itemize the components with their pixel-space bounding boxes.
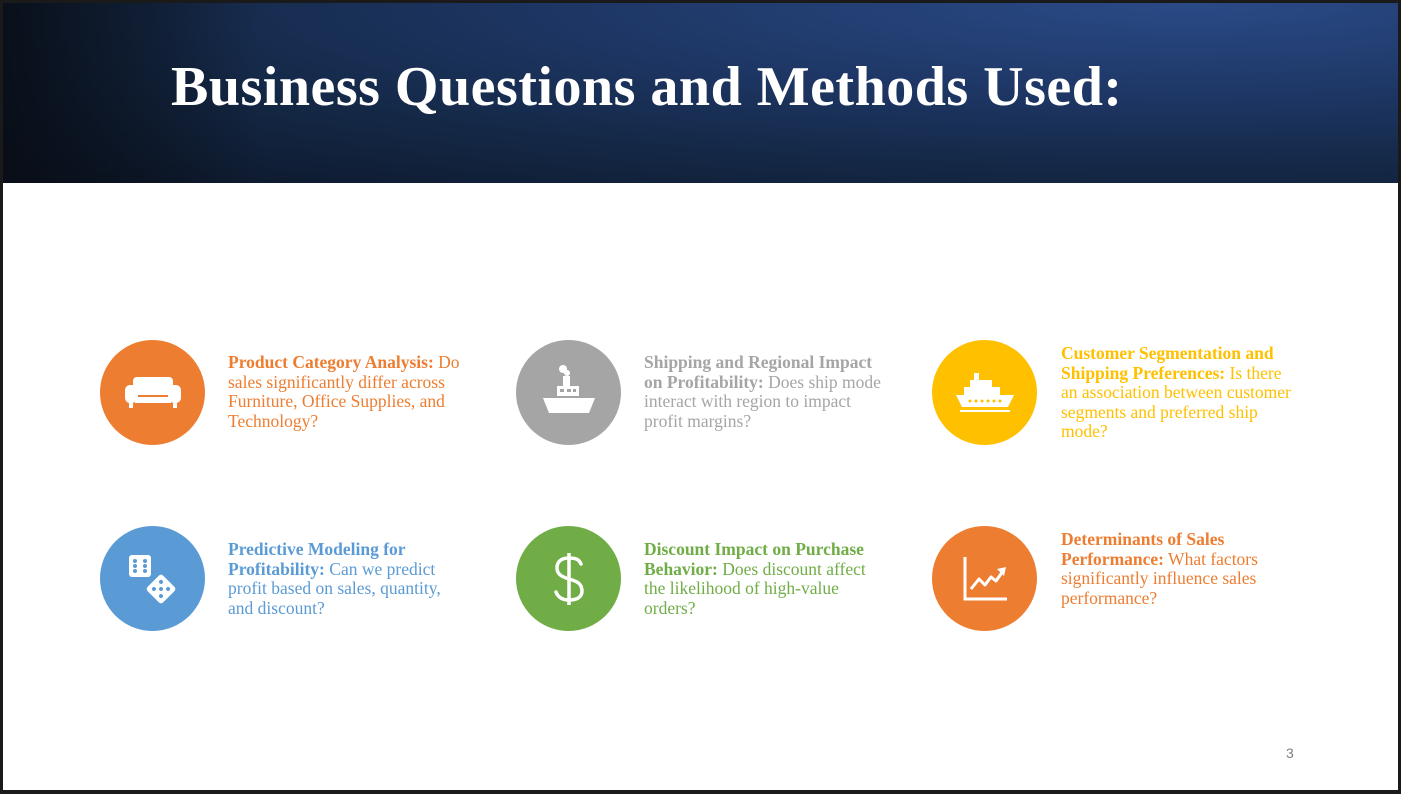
question-heading: Discount Impact on Purchase Behavior: [644, 539, 864, 579]
question-text: Predictive Modeling for Profitability: C… [228, 539, 468, 618]
sofa-icon [124, 376, 181, 408]
title-banner: Business Questions and Methods Used: [3, 3, 1398, 183]
question-body: What factors significantly influence sal… [1061, 548, 1258, 608]
question-text: Discount Impact on Purchase Behavior: Do… [644, 539, 884, 618]
dice-icon [128, 554, 175, 603]
icon-circle [100, 526, 205, 631]
question-text: Customer Segmentation and Shipping Prefe… [1061, 343, 1301, 442]
question-body: Does discount affect the likelihood of h… [644, 558, 866, 618]
question-heading: Shipping and Regional Impact on Profitab… [644, 352, 873, 392]
question-heading: Predictive Modeling for Profitability: [228, 539, 406, 579]
icon-circle [932, 526, 1037, 631]
dollar-sign-icon [553, 552, 584, 605]
tugboat-icon [542, 364, 595, 413]
question-body: Can we predict profit based on sales, qu… [228, 558, 441, 618]
question-text: Product Category Analysis: Do sales sign… [228, 352, 468, 431]
question-heading: Product Category Analysis: [228, 352, 434, 372]
question-text: Shipping and Regional Impact on Profitab… [644, 352, 884, 431]
slide: Business Questions and Methods Used: Pro… [3, 3, 1398, 790]
question-heading: Customer Segmentation and Shipping Prefe… [1061, 343, 1274, 383]
icon-circle [932, 340, 1037, 445]
question-body: Is there an association between customer… [1061, 362, 1291, 442]
page-number: 3 [1286, 745, 1294, 761]
question-heading: Determinants of Sales Performance: [1061, 529, 1225, 569]
trend-chart-icon [963, 556, 1007, 600]
question-text: Determinants of Sales Performance: What … [1061, 529, 1301, 608]
cruise-ship-icon [955, 372, 1014, 412]
question-body: Do sales significantly differ across Fur… [228, 352, 460, 431]
slide-title: Business Questions and Methods Used: [171, 56, 1123, 118]
question-body: Does ship mode interact with region to i… [644, 371, 881, 431]
icon-circle [516, 526, 621, 631]
icon-circle [100, 340, 205, 445]
icon-circle [516, 340, 621, 445]
